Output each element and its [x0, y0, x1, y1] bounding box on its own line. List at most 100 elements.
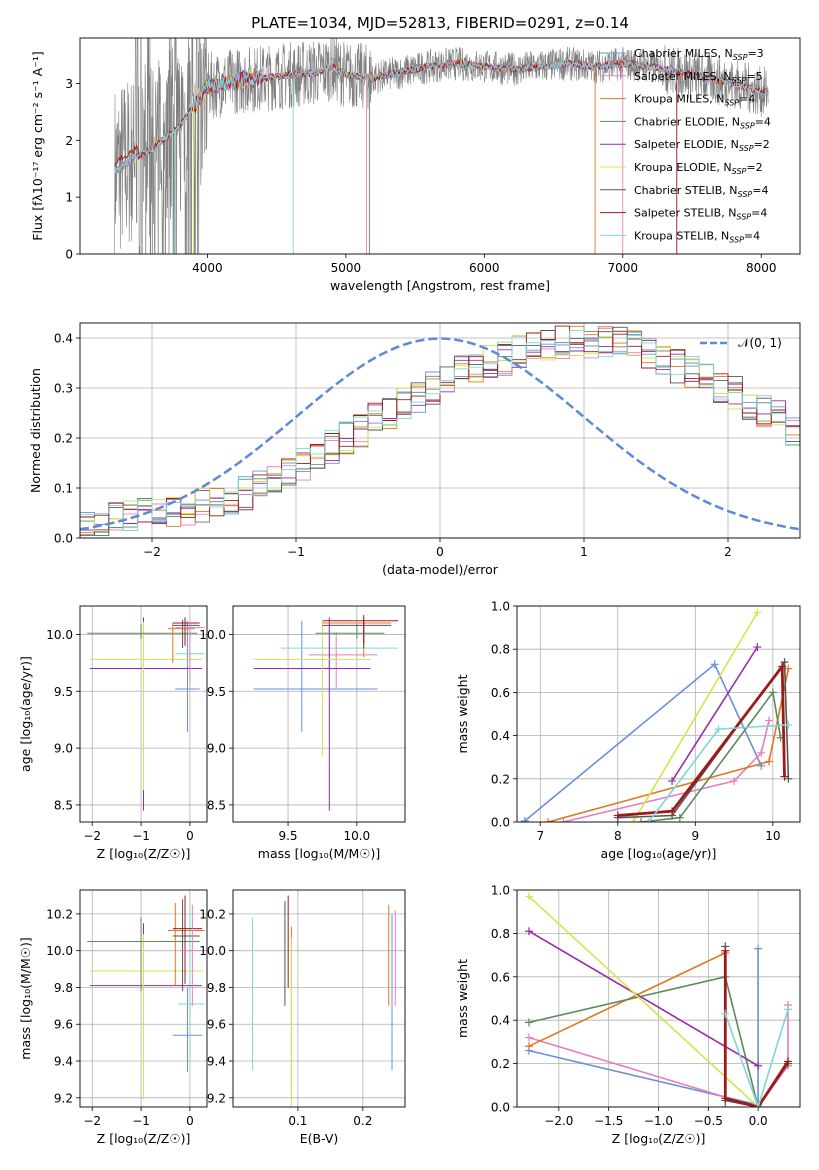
weight-series-line: [617, 662, 786, 817]
y-tick-label: 8.5: [207, 798, 226, 812]
model-fit-line: [114, 59, 769, 175]
weight-marker: [721, 946, 730, 955]
x-tick-label: 10.0: [343, 829, 370, 843]
y-tick-label: 0.2: [491, 1057, 510, 1071]
weight-marker: [668, 807, 677, 816]
y-tick-label: 0.8: [491, 927, 510, 941]
y-tick-label: 0.4: [491, 729, 510, 743]
axes-frame: [516, 605, 801, 823]
weight-marker: [629, 818, 638, 822]
legend-label: 𝒩(0, 1): [738, 336, 782, 350]
weight-marker: [721, 1009, 730, 1018]
x-tick-label: −1: [132, 1114, 150, 1128]
weight_vs_age-axes: 7 8 9 10 0.0 0.2 0.4 0.6 0.8 1.0 age [log₁₀(age/yr…: [455, 600, 801, 861]
histogram-step-line: [80, 325, 800, 523]
x-tick-label: 8: [614, 829, 622, 843]
weight-marker: [524, 1033, 533, 1042]
legend-label: Chabrier MILES, NSSP=3: [634, 47, 764, 62]
weight-marker: [768, 688, 777, 697]
weight-marker: [784, 1005, 793, 1014]
age_vs_Z-axes: −2 −1 0 8.5 9.0 9.5 10.0 Z [log₁₀(Z/Z☉)] age [lo…: [18, 605, 208, 861]
y-tick-label: 10.0: [199, 628, 226, 642]
y-tick-label: 0.0: [491, 816, 510, 830]
y-tick-label: 0.4: [54, 332, 73, 346]
x-tick-label: −1.5: [594, 1114, 623, 1128]
x-tick-label: 6000: [469, 261, 500, 275]
x-tick-label: −2: [143, 545, 161, 559]
y-tick-label: 10.0: [46, 628, 73, 642]
x-tick-label: 0: [186, 1114, 194, 1128]
weight-marker: [524, 892, 533, 901]
y-tick-label: 0.0: [54, 532, 73, 546]
y-tick-label: 1.0: [491, 600, 510, 614]
weight-marker: [710, 660, 719, 669]
y-tick-label: 9.6: [207, 1018, 226, 1032]
x-axis-label: wavelength [Angstrom, rest frame]: [330, 278, 550, 293]
y-axis-label: Flux [fλ10⁻¹⁷ erg cm⁻² s⁻¹ A⁻¹]: [30, 51, 45, 240]
mass_vs_EBV-marks: [251, 895, 396, 1107]
weight-marker: [764, 757, 773, 766]
age_vs_mass-axes: 9.5 10.0 8.5 9.0 9.5 10.0 mass [log₁₀(M/M☉)]: [199, 605, 406, 861]
weight-marker: [778, 662, 787, 671]
axes-frame: [79, 37, 801, 255]
y-tick-label: 9.5: [54, 685, 73, 699]
weight-marker: [721, 1094, 730, 1103]
weight-marker: [757, 748, 766, 757]
y-tick-label: 10.0: [46, 944, 73, 958]
x-tick-label: 0.2: [353, 1114, 372, 1128]
weight-series-line: [617, 659, 790, 819]
weight-marker: [668, 776, 677, 785]
y-tick-label: 9.8: [207, 981, 226, 995]
y-tick-label: 10.2: [199, 907, 226, 921]
y-tick-label: 0.0: [491, 1101, 510, 1115]
y-tick-label: 9.0: [207, 742, 226, 756]
weight-marker: [644, 818, 653, 822]
x-tick-label: 9.5: [278, 829, 297, 843]
legend-label: Kroupa MILES, NSSP=4: [634, 93, 755, 108]
y-tick-label: 0.4: [491, 1014, 510, 1028]
x-axis-label: Z [log₁₀(Z/Z☉)]: [612, 1131, 706, 1146]
weight-marker: [637, 818, 646, 822]
weight-series-line: [632, 612, 759, 822]
x-tick-label: 1: [580, 545, 588, 559]
weight-series-line: [724, 946, 789, 1107]
weight_vs_age-marks: [520, 608, 793, 822]
weight-marker: [524, 1018, 533, 1027]
x-tick-label: 0: [436, 545, 444, 559]
histogram-step-line: [80, 333, 800, 529]
weight-marker: [520, 816, 529, 822]
weight-marker: [753, 608, 762, 617]
weight-series-line: [724, 1009, 789, 1107]
y-axis-label: age [log₁₀(age/yr)]: [18, 656, 33, 772]
axes-frame: [79, 605, 208, 823]
y-tick-label: 9.5: [207, 685, 226, 699]
y-tick-label: 10.0: [199, 944, 226, 958]
x-tick-label: 0.0: [749, 1114, 768, 1128]
x-axis-label: (data-model)/error: [382, 562, 499, 577]
mass_vs_Z-marks: [87, 895, 205, 1100]
x-tick-label: −1: [287, 545, 305, 559]
legend-label: Kroupa STELIB, NSSP=4: [634, 229, 760, 244]
weight-marker: [780, 658, 789, 667]
weight-series-line: [528, 895, 759, 1107]
weight_vs_Z-axes: −2.0 −1.5 −1.0 −0.5 0.0 0.0 0.2 0.4 0.6 0.8 1.0 Z […: [455, 884, 801, 1146]
x-tick-label: 4000: [192, 261, 223, 275]
x-tick-label: 5000: [331, 261, 362, 275]
weight-series-line: [528, 975, 759, 1107]
y-tick-label: 0.8: [491, 643, 510, 657]
y-tick-label: 8.5: [54, 798, 73, 812]
y-tick-label: 9.4: [207, 1055, 226, 1069]
y-tick-label: 10.2: [46, 907, 73, 921]
weight-marker: [524, 927, 533, 936]
y-axis-label: mass weight: [455, 959, 470, 1038]
weight-marker: [714, 725, 723, 734]
y-tick-label: 9.4: [54, 1055, 73, 1069]
y-tick-label: 0.6: [491, 970, 510, 984]
y-tick-label: 9.6: [54, 1018, 73, 1032]
y-tick-label: 9.2: [207, 1091, 226, 1105]
weight-series-line: [648, 724, 789, 822]
legend-label: Chabrier ELODIE, NSSP=4: [634, 115, 771, 130]
x-axis-label: Z [log₁₀(Z/Z☉)]: [97, 1131, 191, 1146]
x-tick-label: 0.1: [288, 1114, 307, 1128]
axes-frame: [79, 889, 208, 1108]
